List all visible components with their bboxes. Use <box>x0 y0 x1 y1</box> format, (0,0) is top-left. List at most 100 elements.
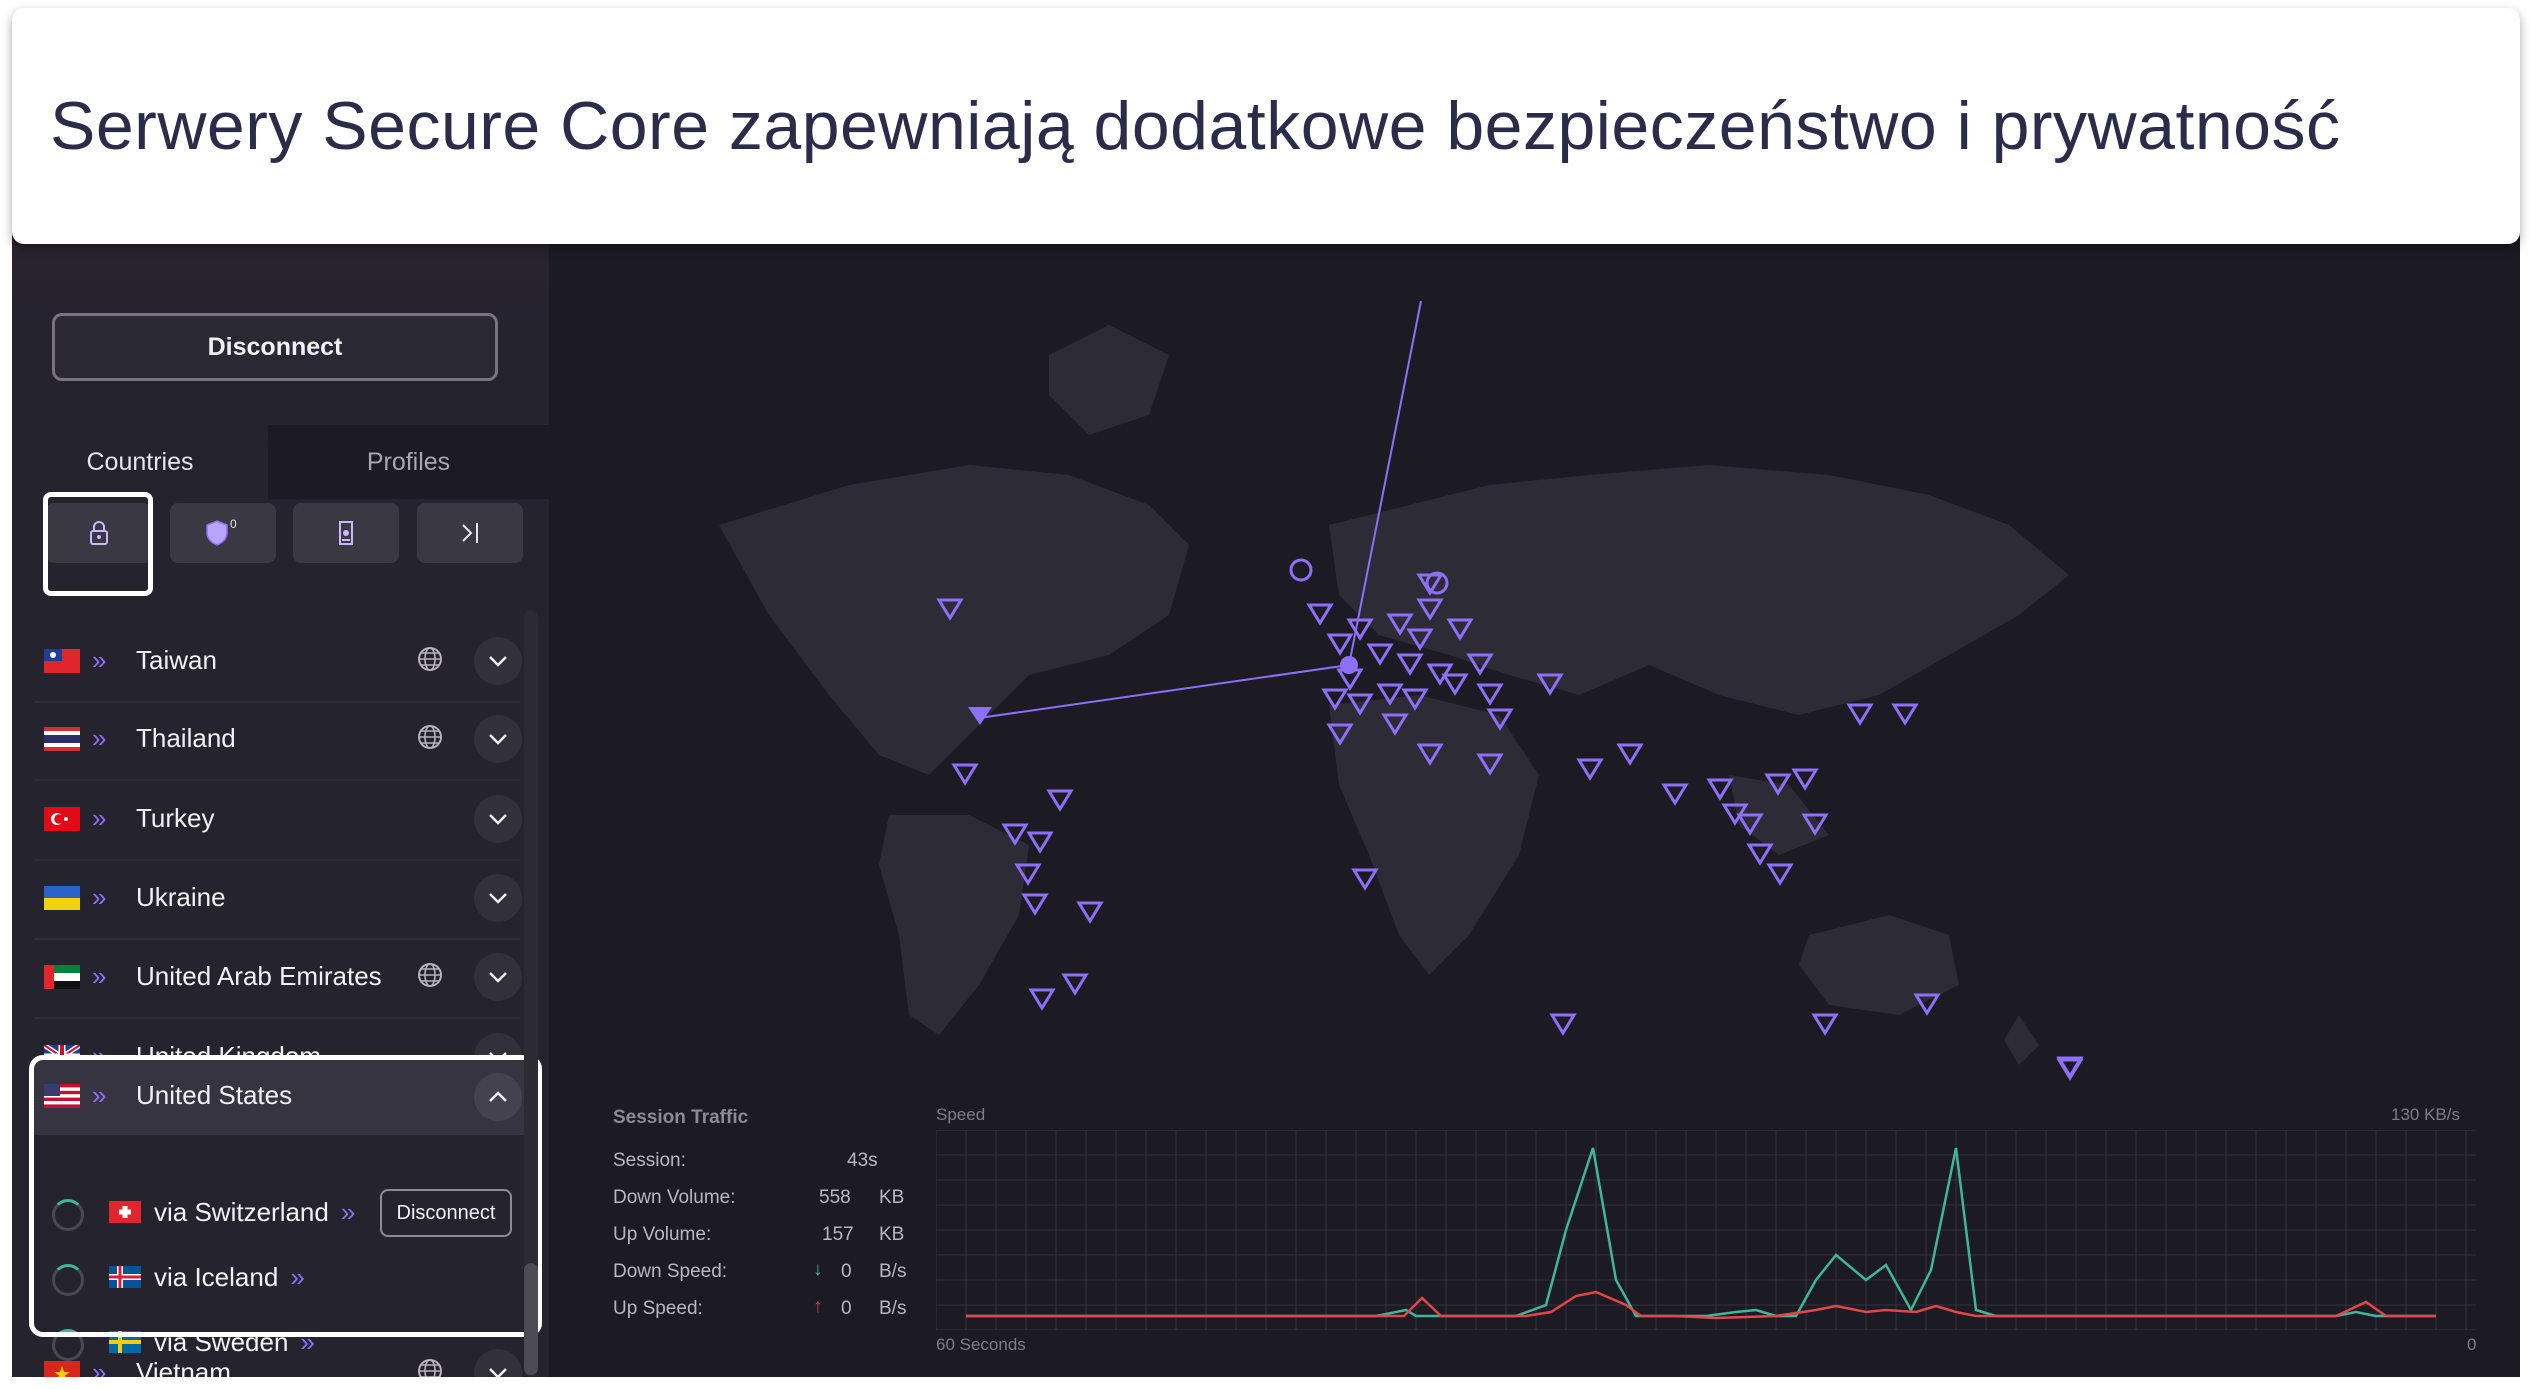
chevron-up-icon <box>489 1091 507 1102</box>
country-row-turkey[interactable]: » Turkey <box>34 781 522 861</box>
server-name: via Iceland» <box>154 1262 305 1292</box>
netshield-filter-button[interactable]: 0 <box>170 503 276 563</box>
flag-switzerland-icon <box>109 1201 141 1223</box>
expand-country-button[interactable] <box>474 715 522 763</box>
stat-label: Down Speed: <box>613 1261 728 1282</box>
stat-value: 0 <box>841 1298 852 1319</box>
down-arrow-icon: ↓ <box>813 1259 823 1280</box>
down-speed-line <box>966 1147 2436 1318</box>
collapse-sidebar-button[interactable] <box>417 503 523 563</box>
country-row-thailand[interactable]: » Thailand <box>34 701 522 781</box>
secure-core-chevron-icon: » <box>340 1197 356 1227</box>
collapse-country-button[interactable] <box>474 1073 522 1121</box>
flag-turkey-icon <box>44 807 80 831</box>
collapse-sidebar-icon <box>462 523 478 543</box>
expand-country-button[interactable] <box>474 637 522 685</box>
connecting-spinner-icon <box>52 1329 84 1361</box>
server-row-via-iceland[interactable]: via Iceland» <box>34 1250 530 1314</box>
connecting-spinner-icon <box>52 1264 84 1296</box>
secure-core-chevron-icon: » <box>290 1262 305 1292</box>
chevron-down-icon <box>489 893 507 904</box>
stat-unit: B/s <box>879 1298 907 1319</box>
country-row-taiwan[interactable]: » Taiwan <box>34 623 522 703</box>
server-markers[interactable] <box>936 558 2084 1081</box>
flag-thailand-icon <box>44 727 80 751</box>
stat-label: Up Speed: <box>613 1298 703 1319</box>
secure-core-chevron-icon: » <box>92 961 107 991</box>
expand-country-button[interactable] <box>474 874 522 922</box>
secure-core-chevron-icon: » <box>92 723 107 753</box>
chevron-down-icon <box>489 656 507 667</box>
expand-country-button[interactable] <box>474 795 522 843</box>
country-name: United Arab Emirates <box>136 961 382 991</box>
session-traffic-title: Session Traffic <box>613 1107 749 1128</box>
connected-server-markers[interactable] <box>968 656 1358 725</box>
stat-value: 0 <box>841 1261 852 1282</box>
secure-core-chevron-icon: » <box>92 1357 107 1377</box>
globe-icon[interactable] <box>414 959 446 991</box>
secure-core-chevron-icon: » <box>92 882 107 912</box>
server-name: via Switzerland» <box>154 1197 356 1227</box>
chevron-down-icon <box>489 972 507 983</box>
netshield-icon: 0 <box>206 517 237 546</box>
tab-profiles[interactable]: Profiles <box>268 425 549 499</box>
globe-icon[interactable] <box>414 1355 446 1377</box>
expand-country-button[interactable] <box>474 1349 522 1377</box>
country-row-united-states[interactable]: » United States <box>34 1060 530 1135</box>
server-row-via-switzerland[interactable]: via Switzerland» Disconnect <box>34 1185 530 1249</box>
server-disconnect-button[interactable]: Disconnect <box>380 1189 512 1237</box>
stat-label: Session: <box>613 1150 686 1171</box>
secure-core-chevron-icon: » <box>92 803 107 833</box>
vpn-app-window: ★ ★ ★ ★ ★ Disconnect Profiles Countries … <box>12 55 2520 1377</box>
expanded-country-highlight <box>29 1055 542 1337</box>
stat-unit: KB <box>879 1187 905 1208</box>
x-axis-start-label: 60 Seconds <box>936 1335 1026 1354</box>
flag-ukraine-icon <box>44 886 80 910</box>
flag-vietnam-icon <box>44 1361 80 1377</box>
scrollbar-thumb[interactable] <box>524 1263 538 1375</box>
country-row-ukraine[interactable]: » Ukraine <box>34 860 522 940</box>
disconnect-button[interactable]: Disconnect <box>52 313 498 381</box>
caption-title: Serwery Secure Core zapewniają dodatkowe… <box>50 88 2341 164</box>
continents <box>719 325 2069 1065</box>
up-arrow-icon: ↑ <box>813 1296 823 1317</box>
country-name: Turkey <box>136 803 215 833</box>
country-name: Ukraine <box>136 882 226 912</box>
speed-graph <box>936 1130 2476 1330</box>
globe-icon[interactable] <box>414 643 446 675</box>
country-row-uae[interactable]: » United Arab Emirates <box>34 939 522 1019</box>
chevron-down-icon <box>489 814 507 825</box>
sidebar: ★ ★ ★ ★ ★ Disconnect Profiles Countries … <box>12 55 549 1377</box>
country-name: Vietnam <box>136 1357 231 1377</box>
max-speed-label: 130 KB/s <box>2391 1105 2460 1124</box>
selected-filter-highlight <box>43 492 153 596</box>
kill-switch-filter-button[interactable] <box>293 503 399 563</box>
secure-core-filter-button[interactable] <box>46 503 152 563</box>
globe-icon[interactable] <box>414 721 446 753</box>
flag-uae-icon <box>44 965 80 989</box>
flag-us-icon <box>44 1084 80 1108</box>
flag-iceland-icon <box>109 1266 141 1288</box>
country-name: United States <box>136 1080 293 1110</box>
stat-value: 157 <box>822 1224 854 1245</box>
session-traffic-panel: Session Traffic Session: 43s Down Volume… <box>549 1085 2520 1377</box>
world-map[interactable] <box>549 55 2520 1085</box>
country-list-scrollbar[interactable] <box>524 610 538 1377</box>
country-row-vietnam[interactable]: » Vietnam <box>34 1335 522 1377</box>
x-axis-end-label: 0 <box>2467 1335 2477 1354</box>
stat-label: Up Volume: <box>613 1224 712 1245</box>
connection-lines <box>978 300 1422 719</box>
stat-value: 558 <box>819 1187 851 1208</box>
expand-country-button[interactable] <box>474 953 522 1001</box>
map-panel: Session Traffic Session: 43s Down Volume… <box>549 55 2520 1377</box>
secure-core-chevron-icon: » <box>92 645 107 675</box>
kill-switch-icon <box>339 521 353 545</box>
tab-countries[interactable]: Countries <box>12 425 268 499</box>
svg-text:0: 0 <box>230 517 237 531</box>
up-speed-line <box>966 1290 2436 1320</box>
stat-unit: KB <box>879 1224 905 1245</box>
stat-label: Down Volume: <box>613 1187 736 1208</box>
secure-core-chevron-icon: » <box>92 1080 107 1110</box>
caption-banner: Serwery Secure Core zapewniają dodatkowe… <box>12 8 2520 244</box>
stat-unit: B/s <box>879 1261 907 1282</box>
